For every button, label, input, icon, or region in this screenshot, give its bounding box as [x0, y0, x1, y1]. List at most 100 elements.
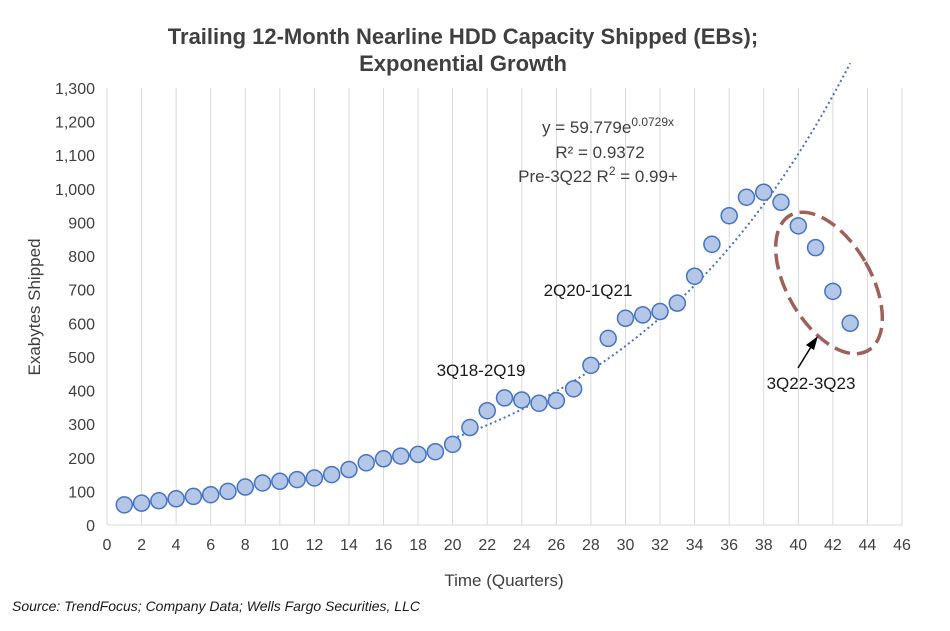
data-point	[201, 485, 220, 504]
y-tick-label-200: 200	[68, 451, 95, 468]
y-tick-label-300: 300	[68, 417, 95, 434]
annotation-arrow	[797, 336, 818, 369]
trendline-equation: y = 59.779e0.0729x	[542, 115, 674, 137]
data-point	[409, 445, 427, 464]
data-point	[132, 494, 151, 512]
data-point	[668, 294, 687, 312]
data-point	[616, 309, 635, 328]
y-tick-label-1200: 1,200	[55, 115, 95, 132]
data-point	[789, 217, 808, 235]
data-point	[322, 465, 341, 484]
chart-title-line-2: Exponential Growth	[359, 51, 567, 76]
data-point	[288, 470, 306, 489]
data-point	[340, 460, 358, 479]
x-tick-label-42: 42	[824, 537, 842, 554]
data-point	[478, 401, 496, 420]
x-tick-label-30: 30	[617, 537, 635, 554]
data-point	[582, 356, 600, 375]
data-point	[703, 235, 721, 254]
data-point	[495, 389, 514, 407]
x-tick-label-0: 0	[103, 537, 112, 554]
data-point	[443, 435, 462, 454]
y-tick-label-800: 800	[68, 249, 95, 266]
x-tick-label-16: 16	[375, 537, 393, 554]
x-tick-label-18: 18	[409, 537, 427, 554]
data-point	[184, 487, 203, 506]
annotation-3q22-3q23: 3Q22-3Q23	[767, 374, 856, 393]
data-point	[737, 188, 756, 206]
x-axis-label: Time (Quarters)	[444, 571, 563, 590]
y-tick-label-1100: 1,100	[55, 148, 95, 165]
y-tick-label-900: 900	[68, 215, 95, 232]
x-tick-label-14: 14	[340, 537, 358, 554]
x-tick-label-28: 28	[582, 537, 600, 554]
y-tick-label-600: 600	[68, 316, 95, 333]
vertical-gridlines	[106, 88, 903, 525]
data-point	[547, 391, 566, 410]
data-point	[806, 238, 825, 257]
x-tick-label-22: 22	[478, 537, 496, 554]
data-point	[599, 329, 617, 348]
r-squared-label: R² = 0.9372	[555, 143, 644, 162]
y-tick-label-1300: 1,300	[55, 81, 95, 98]
pre-3q22-r-squared-label: Pre-3Q22 R2 = 0.99+	[518, 164, 678, 186]
x-tick-label-4: 4	[172, 537, 181, 554]
data-point	[426, 442, 445, 461]
annotation-2q20-1q21: 2Q20-1Q21	[544, 281, 633, 300]
y-tick-label-700: 700	[68, 283, 95, 300]
data-point	[392, 447, 410, 465]
x-tick-label-24: 24	[513, 537, 531, 554]
chart-title-line-1: Trailing 12-Month Nearline HDD Capacity …	[168, 24, 758, 49]
x-tick-label-40: 40	[789, 537, 807, 554]
annotation-3q18-2q19: 3Q18-2Q19	[437, 361, 526, 380]
x-tick-label-12: 12	[305, 537, 323, 554]
y-axis-label: Exabytes Shipped	[25, 238, 44, 375]
x-tick-label-36: 36	[720, 537, 738, 554]
x-tick-label-26: 26	[547, 537, 565, 554]
y-axis-ticks: 0 100 200 300 400 500 600 700 800 900 1,000 1,100 1,…	[55, 81, 95, 535]
x-tick-label-32: 32	[651, 537, 669, 554]
x-tick-label-38: 38	[755, 537, 773, 554]
data-point	[357, 454, 375, 472]
data-point	[634, 306, 652, 324]
x-tick-label-34: 34	[686, 537, 704, 554]
equation-exponent: 0.0729x	[631, 115, 674, 129]
y-tick-label-400: 400	[68, 384, 95, 401]
data-point	[841, 314, 859, 333]
data-point	[271, 472, 289, 491]
data-point	[253, 474, 272, 492]
pre-r2-suffix: = 0.99+	[616, 167, 678, 186]
data-point	[564, 380, 583, 398]
x-tick-label-2: 2	[137, 537, 146, 554]
pre-r2-superscript: 2	[609, 164, 616, 178]
data-point	[754, 183, 773, 201]
data-point	[115, 496, 134, 514]
x-tick-label-8: 8	[241, 537, 250, 554]
data-point	[150, 492, 168, 510]
y-tick-label-0: 0	[86, 518, 95, 535]
y-tick-label-1000: 1,000	[55, 182, 95, 199]
data-point	[236, 478, 255, 496]
x-tick-label-20: 20	[444, 537, 462, 554]
data-point	[219, 482, 237, 501]
data-point	[461, 418, 479, 437]
pre-r2-text: Pre-3Q22 R	[518, 167, 609, 186]
data-point	[824, 282, 842, 301]
exponential-trendline	[452, 62, 852, 440]
data-point	[651, 302, 669, 321]
x-axis-ticks: 0 2 4 6 8 10 12 14 16 18 20 22 24 26 28 30 32 34 36 38 40 42 4…	[103, 537, 911, 554]
data-point	[167, 490, 185, 508]
highlight-ellipse	[773, 210, 885, 356]
x-tick-label-10: 10	[271, 537, 289, 554]
x-tick-label-46: 46	[893, 537, 911, 554]
data-point	[772, 193, 790, 212]
x-tick-label-44: 44	[859, 537, 877, 554]
equation-base: y = 59.779e	[542, 118, 631, 137]
data-points	[115, 183, 859, 514]
y-tick-label-100: 100	[68, 484, 95, 501]
data-point	[374, 450, 393, 468]
source-note: Source: TrendFocus; Company Data; Wells …	[12, 598, 420, 614]
x-tick-label-6: 6	[206, 537, 215, 554]
data-point	[305, 469, 324, 487]
